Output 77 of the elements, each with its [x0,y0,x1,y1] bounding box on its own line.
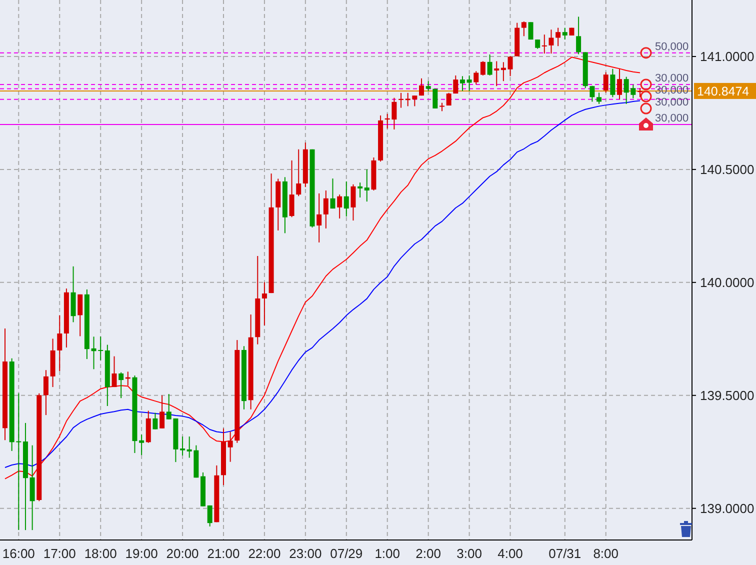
candlestick [596,92,602,104]
candlestick [446,92,452,106]
candlestick [576,16,582,55]
candlestick [364,168,370,202]
annotation: 30,000 [655,72,689,84]
x-tick-label: 2:00 [416,546,441,561]
candlestick [57,314,62,372]
candlestick [487,54,492,76]
candlestick [296,148,302,197]
candlestick [337,194,342,219]
candlestick [180,436,186,456]
candlestick [480,60,486,76]
x-tick-label: 8:00 [593,546,619,561]
candlestick [152,412,158,430]
candlestick [350,184,356,222]
annotation: 30,000 [655,112,689,124]
candlestick [419,78,424,96]
y-tick-label: 139.0000 [700,500,754,516]
candlestick [508,56,513,77]
x-tick-label: 19:00 [125,546,158,561]
candlestick [453,74,458,94]
annotation: 30,000 [655,96,689,108]
x-tick-label: 20:00 [166,546,199,561]
annotation: 50,000 [655,40,689,53]
candlestick [316,192,322,243]
candlestick [358,182,363,198]
x-tick-label: 07/29 [330,546,363,561]
candlestick [43,370,48,416]
candlestick [289,160,294,218]
candlestick [398,92,404,108]
candlestick [521,20,526,37]
candlestick [146,410,151,444]
x-tick-label: 1:00 [374,546,400,561]
candlestick [228,431,233,462]
candlestick [535,39,540,50]
x-tick-label: 21:00 [207,546,240,561]
candlestick [30,444,35,531]
x-tick-label: 3:00 [456,546,482,561]
x-tick-label: 07/31 [548,546,582,561]
candlestick [466,74,472,92]
candlestick [528,22,534,40]
y-tick-label: 139.5000 [700,388,754,403]
candlestick [70,266,76,323]
candlestick [556,27,561,47]
candlestick [638,88,642,98]
candlestick [139,434,144,456]
y-tick-label: 141.0000 [700,48,754,64]
candlestick [494,60,500,87]
candlestick [542,34,547,54]
candlestick [207,504,212,527]
x-tick-label: 22:00 [248,546,281,561]
candlestick [118,372,124,399]
x-tick-label: 17:00 [43,546,76,561]
candlestick [610,68,616,98]
candlestick [330,178,336,210]
candlestick [590,85,595,102]
x-tick-label: 4:00 [498,546,523,561]
candlestick [603,72,608,94]
y-tick-label: 140.5000 [700,162,754,177]
x-tick-label: 23:00 [289,546,322,561]
candlestick [460,76,465,92]
x-tick-label: 18:00 [84,546,117,561]
candlestick [323,190,328,229]
y-tick-label: 140.0000 [700,274,754,290]
candlestick [474,70,479,85]
candlestick [112,356,117,388]
candlestick [78,294,83,337]
candlestick [562,27,568,40]
x-tick-label: 16:00 [2,546,35,561]
candlestick [262,282,267,326]
candlestick [160,394,165,429]
candlestick [426,80,431,92]
candlestick [548,29,554,54]
candlestick [432,88,438,109]
ref-line-label: 140.8474 [697,84,750,98]
candlestick [617,68,622,100]
candlestick [344,180,349,217]
